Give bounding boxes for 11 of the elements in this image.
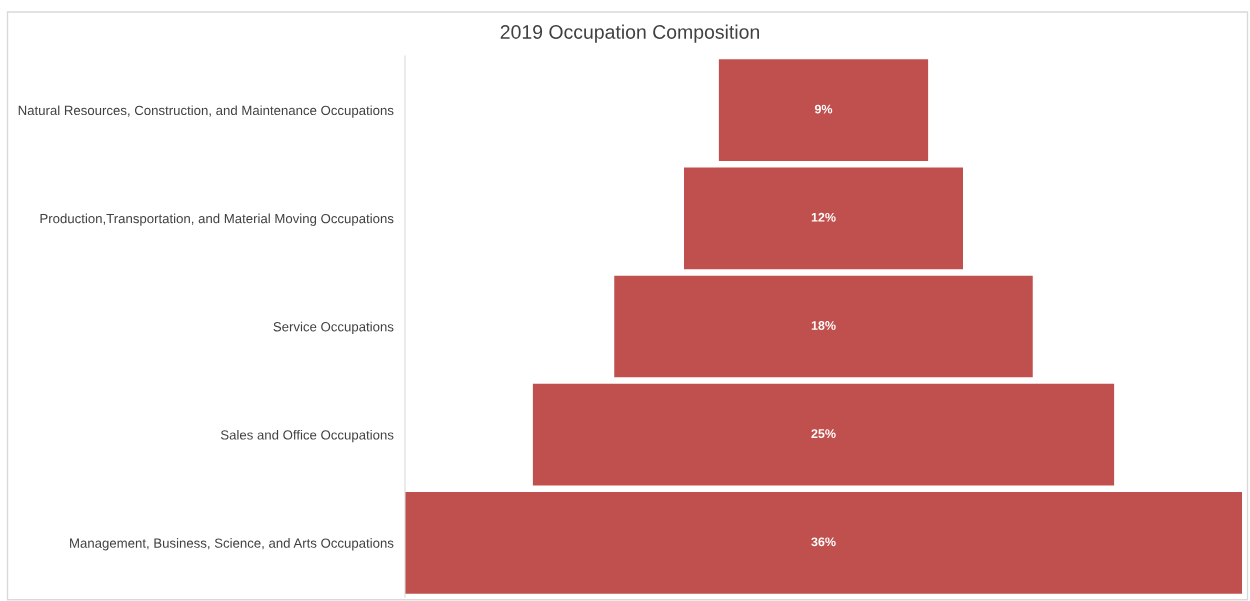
category-label: Management, Business, Science, and Arts Occupations — [70, 538, 394, 551]
data-label: 25% — [811, 429, 836, 439]
text: 2019 Occupation Composition — [500, 24, 759, 43]
data-label: 9% — [814, 104, 833, 114]
category-label: Service Occupations — [273, 321, 394, 335]
category-label: Production,Transportation, and Material Moving Occupations — [40, 213, 394, 226]
data-label: 36% — [811, 537, 836, 547]
data-label: 18% — [811, 321, 836, 330]
data-label: 12% — [811, 212, 836, 222]
category-label: Natural Resources, Construction, and Maintenance Occupations — [18, 105, 394, 118]
category-label: Sales and Office Occupations — [220, 429, 394, 443]
